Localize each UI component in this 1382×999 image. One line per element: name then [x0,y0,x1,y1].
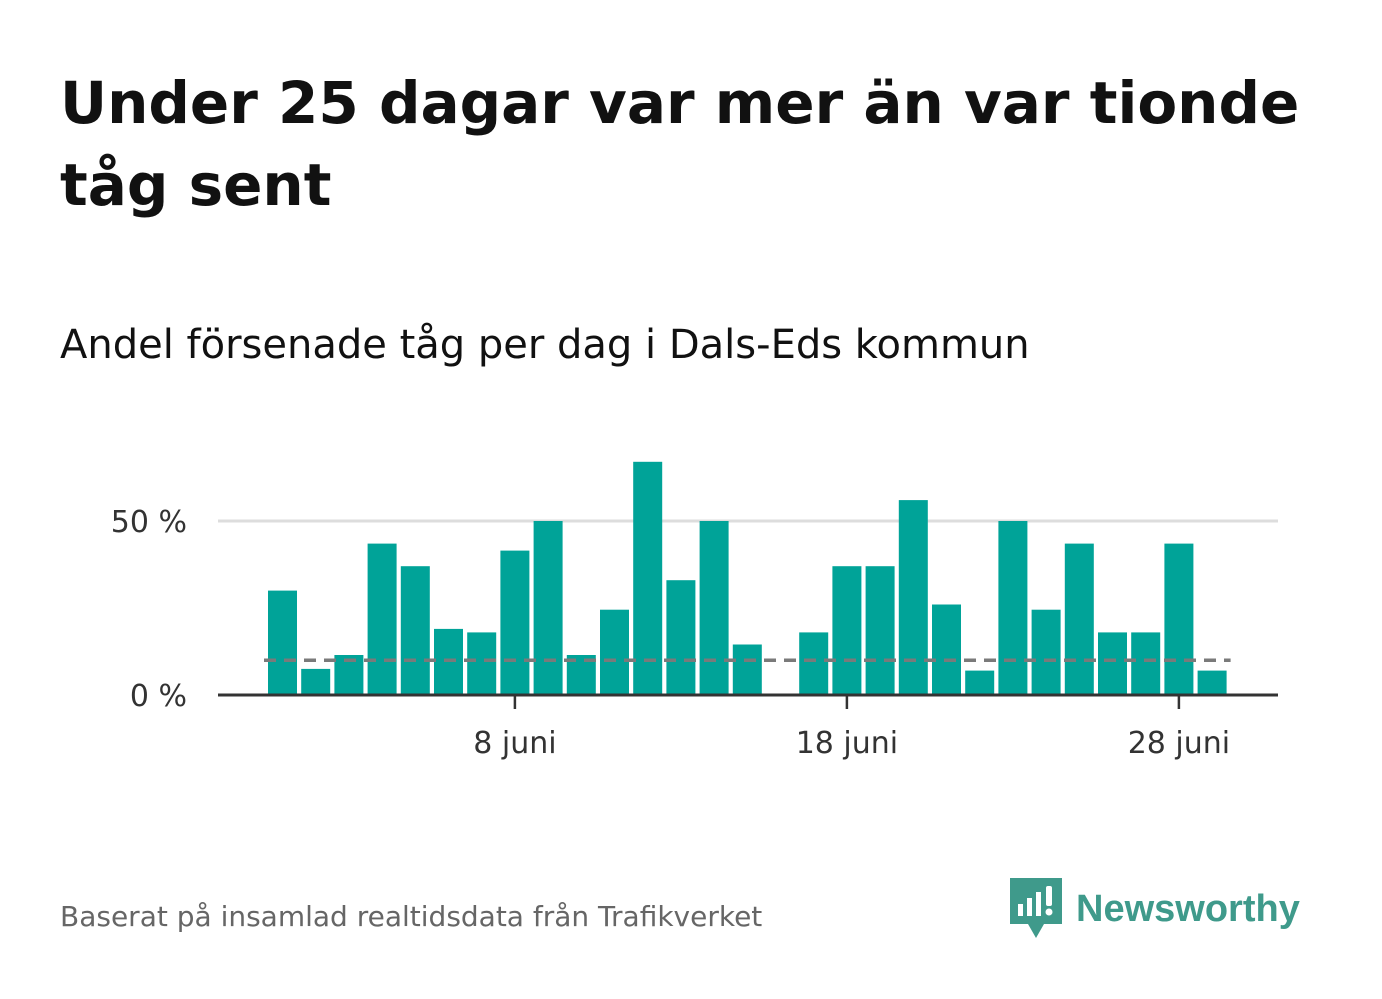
bar [633,461,663,695]
y-tick-label: 0 % [130,679,187,714]
bar [799,632,829,695]
bar [732,644,762,695]
y-tick-label: 50 % [111,505,187,540]
bar [1131,632,1161,695]
bar [832,566,862,695]
brand-name: Newsworthy [1076,887,1300,930]
bar [1031,609,1061,695]
bar [268,590,297,695]
bar [932,604,961,695]
source-note: Baserat på insamlad realtidsdata från Tr… [60,900,763,933]
bar [434,628,463,695]
bar [1098,632,1127,695]
bar [500,550,530,695]
bars [268,461,1227,695]
bar [367,543,397,695]
x-tick-label: 28 juni [1128,726,1230,761]
bar [1064,543,1094,695]
bar [600,609,629,695]
bar [699,521,729,695]
bar-chart: 0 % 50 % 8 juni 18 juni 28 juni [111,461,1278,761]
brand: Newsworthy [1010,878,1300,940]
chart-subtitle: Andel försenade tåg per dag i Dals-Eds k… [60,322,1030,368]
chart-title: Under 25 dagar var mer än var tionde tåg… [60,69,1300,219]
bar [467,632,497,695]
bar [1197,670,1227,695]
bar [898,500,928,695]
bar [666,580,696,695]
bar [998,521,1028,695]
bar [965,670,995,695]
bar [1164,543,1194,695]
bar [301,668,331,695]
x-tick-label: 8 juni [473,726,556,761]
axes [218,693,1278,709]
bar [400,566,430,695]
x-tick-label: 18 juni [796,726,898,761]
newsworthy-logo-icon [1010,878,1062,938]
tick-labels: 0 % 50 % 8 juni 18 juni 28 juni [111,505,1230,761]
bar [865,566,895,695]
bar [533,521,563,695]
